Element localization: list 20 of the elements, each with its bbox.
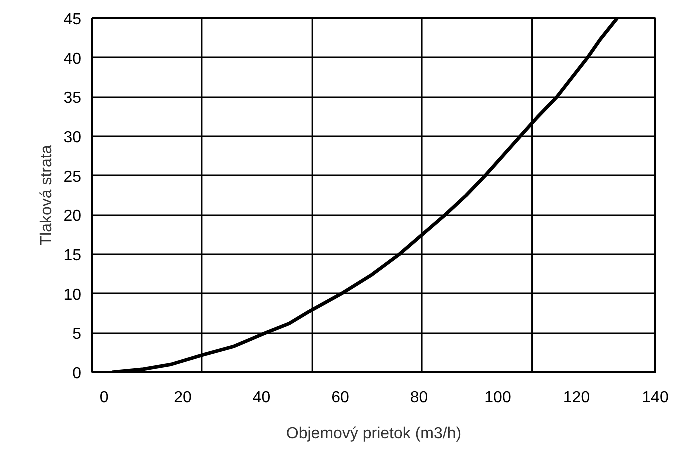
y-tick-label: 25 bbox=[64, 168, 82, 186]
x-tick-label: 0 bbox=[100, 390, 109, 406]
x-tick-label: 100 bbox=[484, 390, 512, 406]
y-tick-label: 30 bbox=[64, 130, 82, 146]
y-tick-label: 15 bbox=[64, 248, 82, 264]
x-tick-label: 60 bbox=[332, 390, 350, 406]
x-tick-label: 120 bbox=[563, 390, 590, 406]
y-tick-label: 45 bbox=[64, 12, 82, 28]
y-tick-label: 35 bbox=[64, 90, 82, 108]
y-tick-label: 20 bbox=[64, 208, 82, 226]
y-tick-label: 5 bbox=[72, 326, 82, 344]
x-tick-label: 20 bbox=[174, 390, 192, 406]
y-axis-title: Tlaková strata bbox=[38, 145, 56, 246]
x-tick-label: 140 bbox=[642, 390, 669, 406]
x-tick-label: 80 bbox=[410, 390, 428, 406]
x-axis-title: Objemový prietok (m3/h) bbox=[286, 426, 462, 442]
y-tick-label: 0 bbox=[72, 366, 82, 382]
x-tick-label: 40 bbox=[252, 390, 271, 406]
y-tick-label: 10 bbox=[64, 286, 82, 304]
y-tick-label: 40 bbox=[64, 50, 82, 68]
